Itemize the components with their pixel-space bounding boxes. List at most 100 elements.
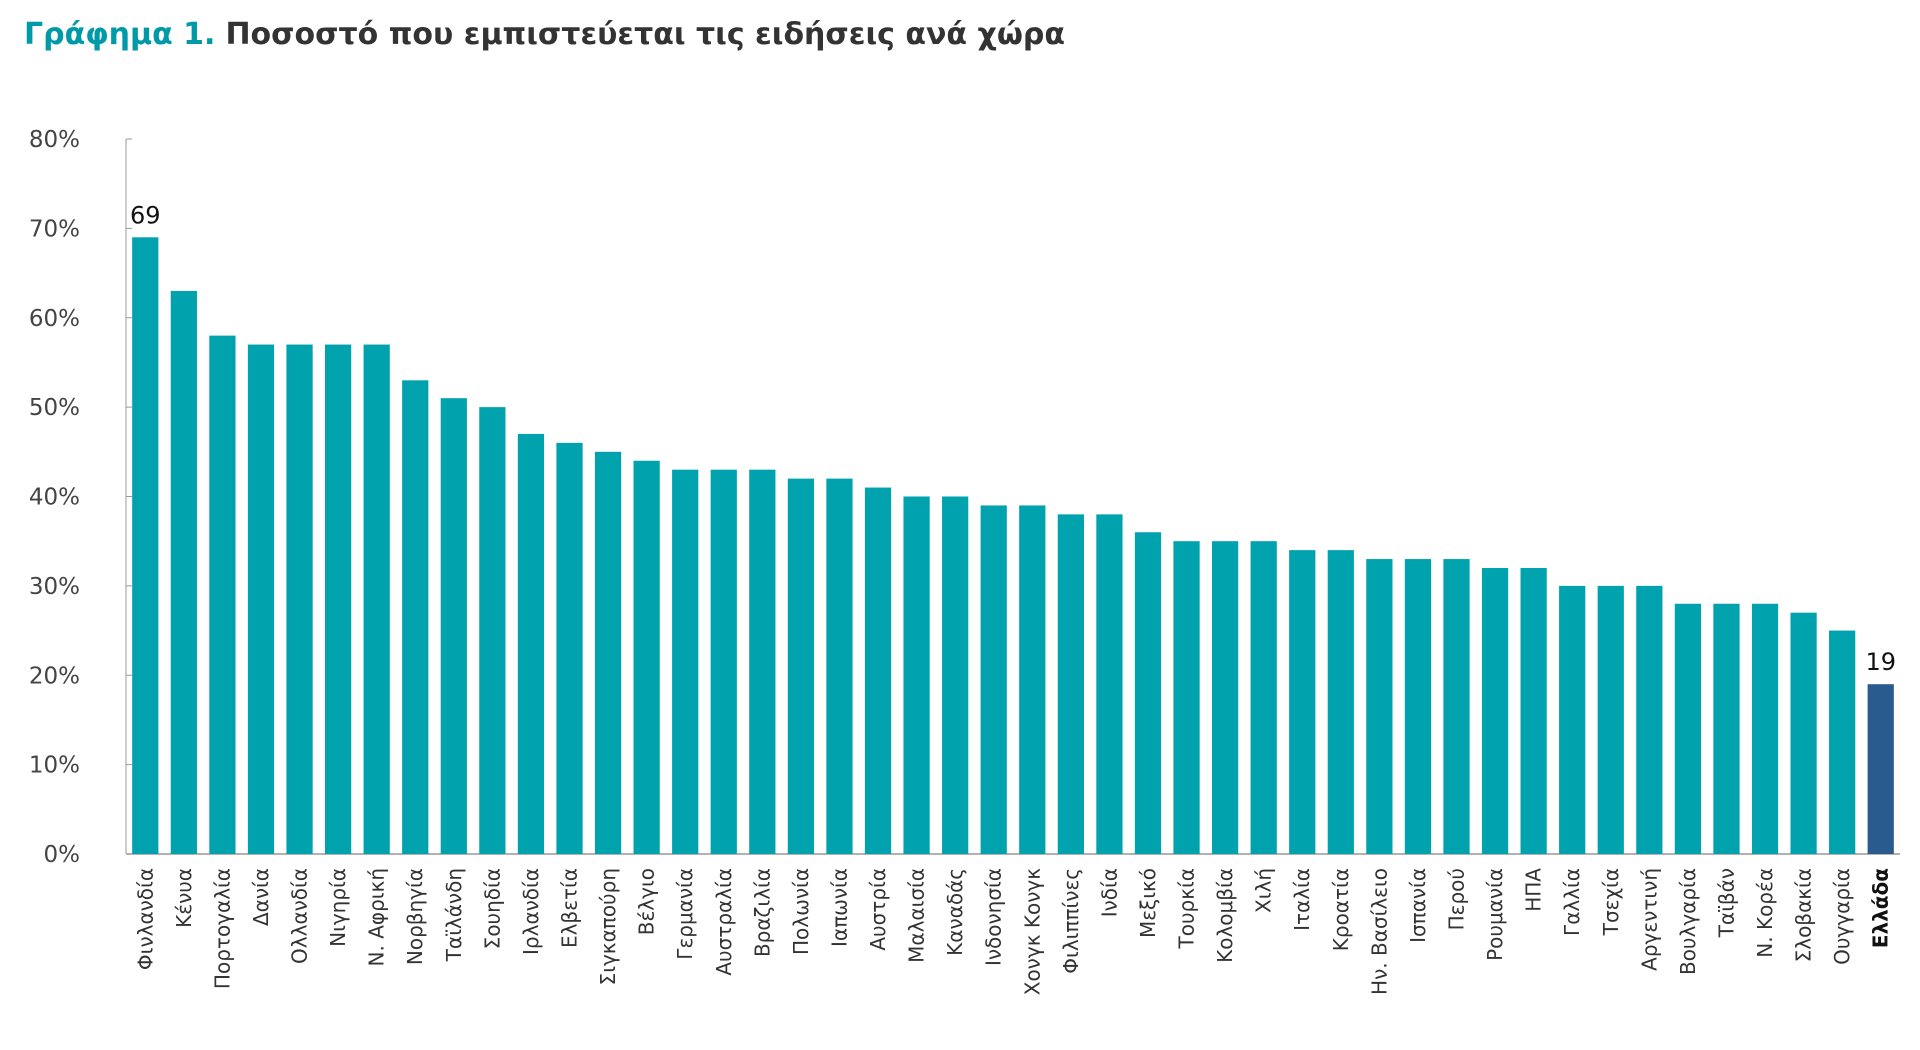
bar — [903, 496, 930, 854]
bar — [556, 442, 583, 854]
bar — [980, 505, 1007, 854]
y-tick-label: 40% — [29, 485, 80, 511]
x-tick-label: Ιρλανδία — [519, 868, 543, 955]
bar — [1790, 612, 1817, 854]
bar — [1751, 603, 1779, 854]
bar — [170, 290, 197, 854]
y-tick-label: 60% — [29, 306, 80, 332]
x-tick-label: Ολλανδία — [288, 868, 312, 964]
bar — [1057, 514, 1084, 854]
x-tick-label: Ην. Βασίλειο — [1367, 868, 1391, 995]
y-tick-label: 0% — [44, 842, 81, 868]
bar — [1289, 550, 1316, 854]
x-tick-label: Ταϊβάν — [1714, 868, 1738, 938]
bar — [440, 398, 467, 854]
bar — [1597, 585, 1624, 854]
x-tick-label: Αυστραλία — [712, 868, 736, 976]
x-tick-label: Σουηδία — [480, 868, 504, 949]
bar — [1867, 684, 1894, 854]
x-tick-label: Ισπανία — [1406, 868, 1430, 943]
x-tick-label: ΗΠΑ — [1522, 868, 1546, 912]
x-tick-label: Νιγηρία — [326, 868, 350, 947]
bar — [864, 487, 892, 854]
y-tick-label: 80% — [29, 127, 80, 153]
x-tick-label: Γερμανία — [673, 868, 697, 960]
bar — [1674, 603, 1702, 854]
x-tick-label: Φινλανδία — [133, 868, 157, 970]
x-tick-label: Ιταλία — [1290, 868, 1314, 931]
bar — [942, 496, 969, 854]
bar — [594, 451, 622, 854]
bar — [286, 344, 313, 854]
title-lead: Γράφημα 1. — [24, 17, 215, 52]
bar — [1520, 568, 1547, 854]
x-tick-label: Βραζιλία — [750, 868, 774, 957]
x-tick-label: Ν. Κορέα — [1753, 868, 1777, 958]
x-tick-label: Χονγκ Κονγκ — [1020, 868, 1044, 995]
bar — [1636, 585, 1663, 854]
y-tick-label: 30% — [29, 574, 80, 600]
bar — [209, 335, 236, 854]
bar — [1713, 603, 1740, 854]
x-tick-label: Κένυα — [172, 868, 196, 928]
x-tick-label: Κροατία — [1329, 868, 1353, 951]
x-tick-label: Γαλλία — [1560, 868, 1584, 936]
value-label: 19 — [1865, 648, 1896, 676]
bar — [324, 344, 352, 854]
bar — [517, 433, 545, 854]
bar — [826, 478, 853, 854]
x-tick-label: Ελβετία — [558, 868, 582, 948]
x-tick-label: Νορβηγία — [403, 868, 427, 965]
x-tick-label: Ουγγαρία — [1830, 868, 1854, 965]
x-tick-label: Ταϊλάνδη — [442, 868, 466, 962]
bar — [749, 469, 776, 854]
x-tick-label: Περού — [1445, 868, 1469, 930]
bar — [633, 460, 660, 854]
x-tick-label: Σλοβακία — [1792, 868, 1816, 962]
bar — [1559, 585, 1586, 854]
x-tick-label: Ιαπωνία — [827, 868, 851, 947]
x-tick-label: Ινδονησία — [982, 868, 1006, 966]
x-tick-label: Ν. Αφρική — [365, 868, 389, 966]
chart-title: Γράφημα 1. Ποσοστό που εμπιστεύεται τις ε… — [24, 17, 1065, 52]
x-tick-label: Ελλάδα — [1869, 868, 1893, 948]
bar — [1250, 541, 1277, 854]
x-tick-label: Καναδάς — [943, 868, 967, 956]
bar — [1829, 630, 1856, 854]
x-tick-label: Δανία — [249, 868, 273, 926]
bar — [1327, 550, 1354, 854]
x-tick-label: Σιγκαπούρη — [596, 868, 620, 985]
x-tick-label: Φιλιππίνες — [1059, 868, 1083, 974]
x-tick-label: Ινδία — [1097, 868, 1121, 917]
bar — [1173, 541, 1200, 854]
x-tick-label: Χιλή — [1252, 868, 1276, 913]
bar — [1134, 532, 1162, 854]
x-tick-label: Ρουμανία — [1483, 868, 1507, 961]
x-tick-label: Βέλγιο — [635, 868, 659, 935]
y-tick-label: 70% — [29, 216, 80, 242]
bar — [132, 237, 159, 854]
bar — [1481, 568, 1509, 854]
y-tick-label: 20% — [29, 663, 80, 689]
bar — [479, 407, 506, 854]
x-tick-label: Αργεντινή — [1637, 868, 1661, 971]
bar — [402, 380, 429, 854]
x-tick-label: Τουρκία — [1175, 868, 1199, 949]
bar — [710, 469, 737, 854]
bar — [1366, 559, 1393, 854]
x-tick-label: Μαλαισία — [905, 868, 929, 963]
bar — [363, 344, 390, 854]
bar — [1019, 505, 1046, 854]
y-tick-label: 10% — [29, 753, 80, 779]
x-tick-label: Τσεχία — [1599, 868, 1623, 936]
title-main: Ποσοστό που εμπιστεύεται τις ειδήσεις αν… — [225, 17, 1065, 52]
x-tick-label: Μεξικό — [1136, 868, 1160, 938]
bar — [787, 478, 815, 854]
bar — [672, 469, 699, 854]
x-tick-label: Αυστρία — [866, 868, 890, 951]
x-tick-label: Πολωνία — [789, 868, 813, 955]
x-tick-label: Κολομβία — [1213, 868, 1237, 963]
y-tick-label: 50% — [29, 395, 80, 421]
